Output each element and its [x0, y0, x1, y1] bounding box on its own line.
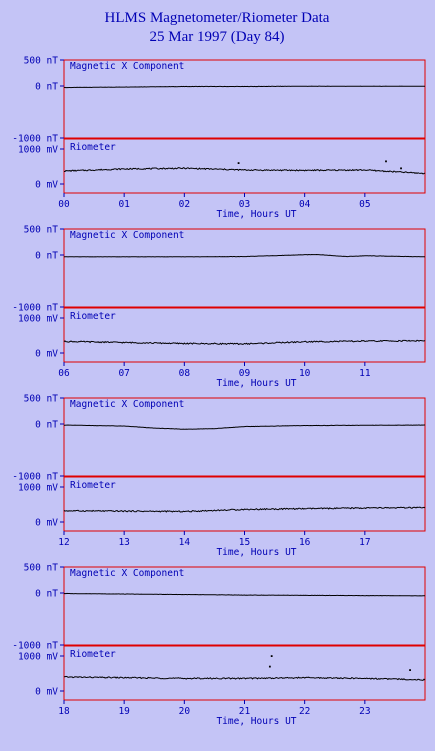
magnetic-series-line — [64, 424, 425, 430]
xtick-label: 05 — [359, 199, 370, 210]
magnetic-panel-label: Magnetic X Component — [70, 399, 184, 410]
xtick-label: 15 — [239, 537, 250, 548]
magnetic-panel-label: Magnetic X Component — [70, 568, 184, 579]
x-axis-label: Time, Hours UT — [216, 716, 296, 727]
chart-panels: Magnetic X Component Riometer 500 nT 0 nT -1… — [12, 56, 426, 727]
riometer-panel-label: Riometer — [70, 649, 116, 660]
riometer-ytick-label: 0 mV — [35, 180, 58, 191]
xtick-label: 11 — [359, 368, 371, 379]
chart-subtitle: 25 Mar 1997 (Day 84) — [150, 29, 285, 45]
magnetic-ytick-label: 0 nT — [35, 420, 58, 431]
magnetic-ytick-label: 0 nT — [35, 589, 58, 600]
xtick-label: 00 — [58, 199, 70, 210]
riometer-ytick-label: 1000 mV — [18, 652, 58, 663]
x-axis-label: Time, Hours UT — [216, 209, 296, 220]
magnetic-ytick-label: -1000 nT — [12, 641, 58, 652]
magnetic-ytick-label: -1000 nT — [12, 472, 58, 483]
riometer-panel-frame — [63, 476, 426, 532]
xtick-label: 01 — [118, 199, 130, 210]
magnetic-ytick-label: 500 nT — [24, 225, 59, 236]
xtick-label: 13 — [118, 537, 129, 548]
xtick-label: 18 — [58, 706, 70, 717]
magnetic-panel-frame — [63, 566, 426, 646]
riometer-spike-point — [270, 655, 273, 657]
riometer-ytick-label: 0 mV — [35, 518, 58, 529]
magnetic-series-line — [63, 253, 426, 258]
riometer-spike-point — [409, 669, 411, 671]
xtick-label: 06 — [58, 368, 70, 379]
riometer-ytick-label: 0 mV — [35, 349, 58, 360]
xtick-label: 09 — [239, 368, 251, 379]
riometer-panel-label: Riometer — [70, 480, 116, 491]
xtick-label: 12 — [58, 537, 69, 548]
magnetic-ytick-label: -1000 nT — [12, 303, 58, 314]
magnetic-panel-label: Magnetic X Component — [70, 230, 184, 241]
xtick-label: 20 — [179, 706, 191, 717]
xtick-label: 17 — [359, 537, 370, 548]
xtick-label: 04 — [299, 199, 311, 210]
chart-panel-0: Magnetic X Component Riometer 500 nT 0 nT -1… — [12, 56, 426, 220]
xtick-label: 21 — [239, 706, 251, 717]
chart-panel-3: Magnetic X Component Riometer 500 nT 0 nT -1… — [12, 563, 426, 727]
chart-panel-1: Magnetic X Component Riometer 500 nT 0 nT -1… — [12, 225, 426, 389]
xtick-label: 07 — [118, 368, 129, 379]
magnetic-ytick-label: 500 nT — [24, 56, 59, 67]
xtick-label: 19 — [118, 706, 130, 717]
riometer-spike-point — [237, 162, 240, 164]
riometer-panel-frame — [63, 645, 426, 701]
riometer-series-line — [64, 167, 426, 175]
xtick-label: 16 — [299, 537, 311, 548]
riometer-spike-point — [385, 160, 387, 163]
riometer-series-line — [63, 506, 426, 513]
riometer-series-line — [64, 675, 426, 681]
riometer-spike-point — [268, 665, 271, 668]
riometer-ytick-label: 0 mV — [35, 687, 58, 698]
xtick-label: 03 — [239, 199, 250, 210]
riometer-ytick-label: 1000 mV — [18, 483, 58, 494]
riometer-series-line — [63, 339, 426, 346]
magnetic-series-line — [63, 85, 425, 89]
riometer-ytick-label: 1000 mV — [18, 145, 58, 156]
riometer-panel-label: Riometer — [70, 311, 116, 322]
xtick-label: 23 — [359, 706, 370, 717]
magnetic-panel-frame — [63, 397, 426, 477]
magnetic-ytick-label: 500 nT — [24, 394, 59, 405]
riometer-ytick-label: 1000 mV — [18, 314, 58, 325]
magnetic-ytick-label: 500 nT — [24, 563, 59, 574]
riometer-panel-frame — [63, 138, 426, 194]
magnetic-ytick-label: 0 nT — [35, 82, 58, 93]
xtick-label: 10 — [299, 368, 311, 379]
magnetic-ytick-label: -1000 nT — [12, 134, 58, 145]
magnetic-panel-frame — [63, 228, 426, 308]
xtick-label: 08 — [179, 368, 191, 379]
x-axis-label: Time, Hours UT — [216, 547, 296, 558]
xtick-label: 22 — [299, 706, 310, 717]
magnetic-panel-label: Magnetic X Component — [70, 61, 184, 72]
magnetic-panel-frame — [63, 59, 426, 139]
xtick-label: 02 — [179, 199, 190, 210]
riometer-panel-label: Riometer — [70, 142, 116, 153]
magnetic-ytick-label: 0 nT — [35, 251, 58, 262]
x-axis-label: Time, Hours UT — [216, 378, 296, 389]
riometer-spike-point — [400, 167, 402, 170]
xtick-label: 14 — [179, 537, 191, 548]
chart-title: HLMS Magnetometer/Riometer Data — [105, 10, 330, 26]
magnetic-series-line — [63, 592, 426, 597]
chart-panel-2: Magnetic X Component Riometer 500 nT 0 nT -1… — [12, 394, 426, 558]
riometer-panel-frame — [63, 307, 426, 363]
